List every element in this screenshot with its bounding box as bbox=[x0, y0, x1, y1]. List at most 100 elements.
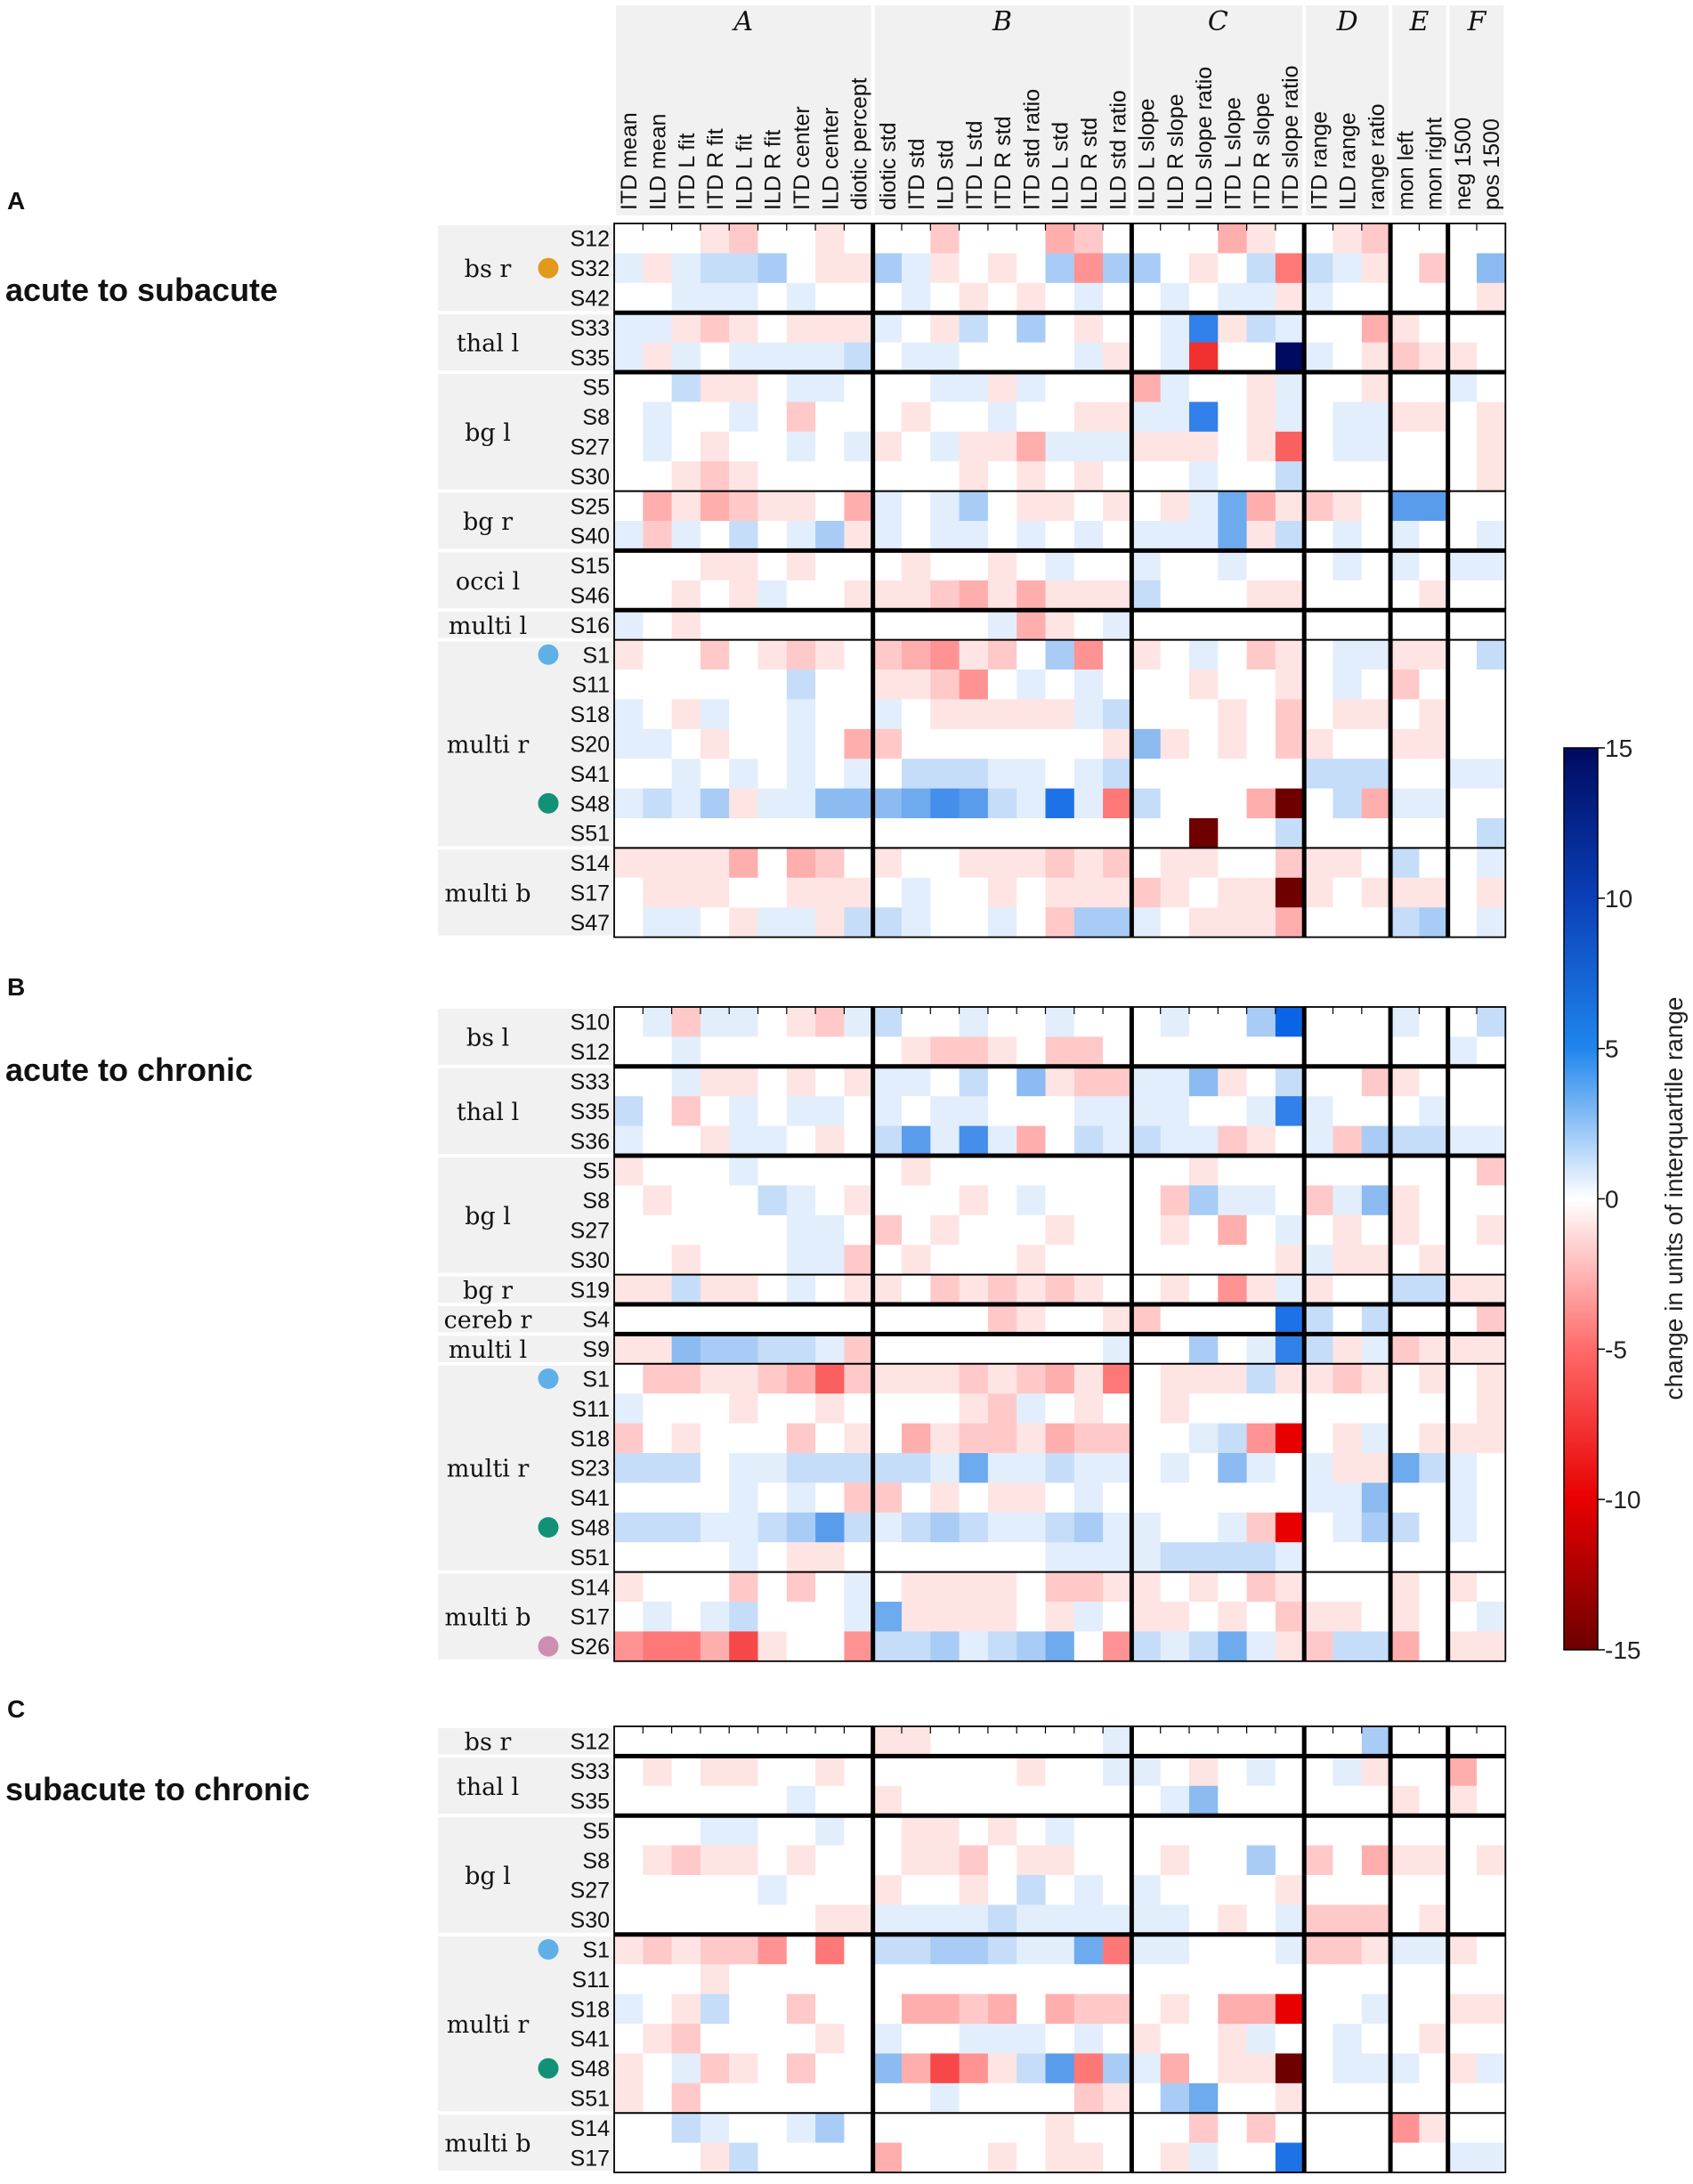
heat-cell bbox=[1333, 1845, 1363, 1876]
heat-cell bbox=[959, 372, 989, 402]
heat-cell bbox=[872, 342, 903, 373]
heat-cell bbox=[643, 1875, 673, 1905]
heat-cell bbox=[815, 431, 845, 462]
heat-cell bbox=[757, 610, 788, 641]
heat-cell bbox=[959, 1756, 989, 1787]
heat-cell bbox=[786, 1934, 816, 1965]
heat-cell bbox=[1189, 1904, 1219, 1936]
heat-cell bbox=[1246, 639, 1276, 670]
heat-cell bbox=[872, 1571, 903, 1603]
heat-cell bbox=[1218, 223, 1248, 254]
heat-cell bbox=[872, 313, 903, 344]
heat-cell bbox=[700, 728, 730, 759]
heat-cell bbox=[1477, 1245, 1506, 1276]
heat-cell bbox=[872, 372, 903, 402]
heat-cell bbox=[671, 1036, 701, 1068]
heat-cell bbox=[1103, 372, 1132, 402]
column-label: ILD R fit bbox=[761, 130, 786, 210]
heat-cell bbox=[1189, 848, 1219, 879]
heat-cell bbox=[729, 282, 759, 313]
heat-cell bbox=[1304, 1245, 1334, 1276]
heat-cell bbox=[1477, 728, 1506, 759]
heat-cell bbox=[959, 759, 989, 790]
heat-cell bbox=[614, 1423, 644, 1454]
heat-cell bbox=[1160, 2024, 1190, 2054]
heat-cell bbox=[1447, 907, 1478, 938]
heat-cell bbox=[1189, 491, 1219, 522]
heat-cell bbox=[1218, 1631, 1248, 1662]
heat-cell bbox=[1361, 1631, 1391, 1662]
heat-cell bbox=[1333, 461, 1363, 492]
heat-cell bbox=[1045, 2142, 1075, 2173]
heat-cell bbox=[1333, 223, 1363, 254]
heat-cell bbox=[1333, 372, 1363, 402]
heat-cell bbox=[643, 1726, 673, 1757]
heat-cell bbox=[700, 1393, 730, 1425]
heat-cell bbox=[757, 1007, 788, 1037]
heat-cell bbox=[930, 1875, 960, 1905]
column-label: neg 1500 bbox=[1451, 118, 1476, 210]
heat-cell bbox=[700, 1875, 730, 1905]
heat-cell bbox=[1333, 1214, 1363, 1246]
heat-cell bbox=[1218, 1756, 1248, 1787]
heat-cell bbox=[872, 1512, 903, 1543]
heat-cell bbox=[1304, 1904, 1334, 1936]
heat-cell bbox=[930, 639, 960, 670]
heat-cell bbox=[1447, 1274, 1478, 1305]
heat-cell bbox=[1073, 1964, 1104, 1995]
heat-cell bbox=[1160, 1334, 1190, 1365]
heat-cell bbox=[1419, 521, 1449, 551]
heat-cell bbox=[671, 521, 701, 551]
heat-cell bbox=[902, 1482, 931, 1514]
heat-cell bbox=[614, 1156, 644, 1186]
heat-cell bbox=[1189, 1602, 1219, 1632]
heat-cell bbox=[1017, 313, 1047, 344]
heat-cell bbox=[1160, 1571, 1190, 1603]
group-letter-D: D bbox=[1336, 6, 1358, 37]
heat-cell bbox=[987, 1845, 1017, 1876]
row-label: S41 bbox=[571, 2027, 610, 2052]
heat-cell bbox=[959, 431, 989, 462]
heat-cell bbox=[700, 907, 730, 938]
heat-cell bbox=[844, 1542, 874, 1573]
heat-cell bbox=[844, 907, 874, 938]
heat-cell bbox=[1189, 1214, 1219, 1246]
heat-cell bbox=[1218, 313, 1248, 344]
heat-cell bbox=[844, 1096, 874, 1127]
heat-cell bbox=[1447, 699, 1478, 730]
heat-cell bbox=[902, 877, 931, 908]
heat-cell bbox=[1160, 1602, 1190, 1632]
heat-cell bbox=[1131, 1815, 1162, 1847]
heat-cell bbox=[1189, 1007, 1219, 1037]
row-label: S48 bbox=[571, 792, 610, 816]
heat-cell bbox=[1477, 1993, 1506, 2025]
heat-cell bbox=[1017, 282, 1047, 313]
row-group-label: multi r bbox=[447, 732, 530, 759]
heat-cell bbox=[786, 550, 816, 581]
heat-cell bbox=[1246, 1393, 1276, 1425]
heat-cell bbox=[844, 2083, 874, 2114]
heat-cell bbox=[1131, 1185, 1162, 1216]
heat-cell bbox=[1419, 639, 1449, 670]
heat-cell bbox=[815, 1602, 845, 1632]
heat-cell bbox=[786, 461, 816, 492]
heat-cell bbox=[757, 313, 788, 344]
heat-cell bbox=[902, 1185, 931, 1216]
heat-cell bbox=[1218, 431, 1248, 462]
heat-cell bbox=[1333, 610, 1363, 641]
heat-cell bbox=[1246, 1993, 1276, 2025]
colorbar-tick-label: 0 bbox=[1605, 1186, 1619, 1214]
row-label: S27 bbox=[571, 435, 610, 460]
heat-cell bbox=[1218, 670, 1248, 700]
heat-cell bbox=[1447, 491, 1478, 522]
heat-cell bbox=[1333, 1904, 1363, 1936]
heat-cell bbox=[757, 1036, 788, 1068]
heat-cell bbox=[1304, 461, 1334, 492]
heat-cell bbox=[1333, 1756, 1363, 1787]
heat-cell bbox=[671, 759, 701, 790]
column-label: ILD range bbox=[1336, 112, 1361, 210]
heat-cell bbox=[902, 1156, 931, 1186]
heat-cell bbox=[1333, 1304, 1363, 1335]
heat-cell bbox=[1447, 1542, 1478, 1573]
heat-cell bbox=[671, 2083, 701, 2114]
